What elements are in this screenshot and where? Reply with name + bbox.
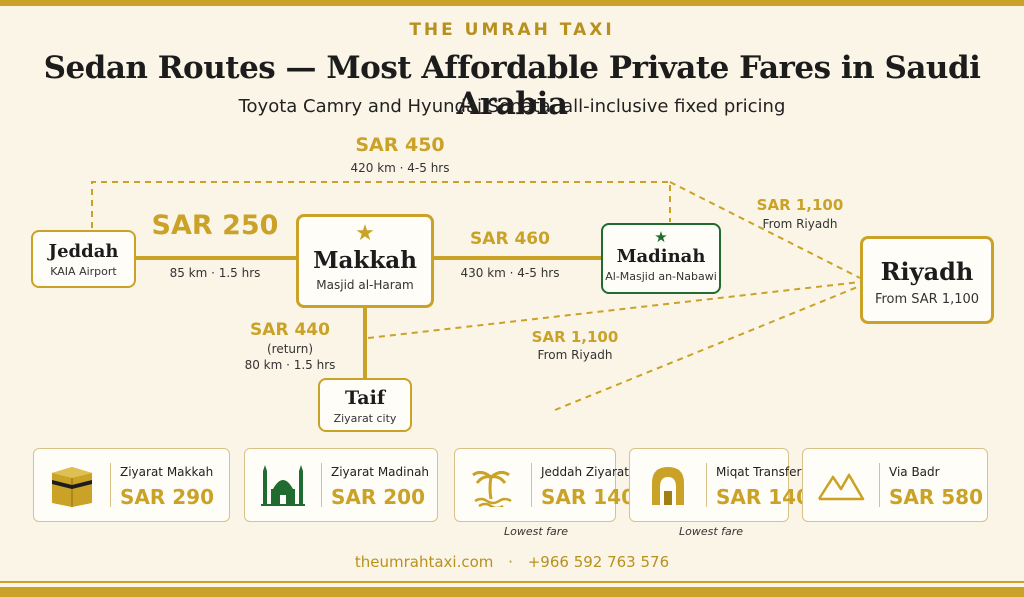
route-detail-riyadh-makkah: From Riyadh xyxy=(537,348,613,362)
mosque-icon xyxy=(261,465,305,506)
card-title: Ziyarat Makkah xyxy=(120,465,214,479)
node-jeddah-sub: KAIA Airport xyxy=(50,265,117,278)
route-line-riyadh-madinah xyxy=(669,181,861,279)
star-icon: ★ xyxy=(654,228,668,246)
route-detail-jeddah-madinah: 420 km · 4-5 hrs xyxy=(350,161,450,175)
package-card-ziyarat-makkah[interactable]: Ziyarat Makkah SAR 290 xyxy=(33,448,230,522)
bottom-accent-bar xyxy=(0,587,1024,597)
package-card-jeddah-ziyarat[interactable]: Jeddah Ziyarat SAR 140 xyxy=(454,448,635,522)
node-makkah: ★ Makkah Masjid al-Haram xyxy=(296,214,434,308)
footer-phone-link[interactable]: +966 592 763 576 xyxy=(527,553,670,571)
lowest-fare-note-miqat: Lowest fare xyxy=(679,525,744,538)
palm-icon xyxy=(472,470,512,507)
card-divider xyxy=(879,463,880,507)
package-card-via-badr[interactable]: Via Badr SAR 580 xyxy=(802,448,988,522)
route-line-jeddah-madinah xyxy=(91,181,671,228)
arch-icon xyxy=(652,467,684,505)
card-title: Jeddah Ziyarat xyxy=(541,465,629,479)
page-subtitle: Toyota Camry and Hyundai Sonata, all-inc… xyxy=(238,96,786,117)
node-jeddah-name: Jeddah xyxy=(48,241,119,262)
node-riyadh-sub: From SAR 1,100 xyxy=(874,292,980,307)
node-madinah: ★ Madinah Al-Masjid an-Nabawi xyxy=(601,223,721,294)
footer-contact: theumrahtaxi.com · +966 592 763 576 xyxy=(0,553,1024,571)
star-icon: ★ xyxy=(355,221,375,246)
node-jeddah: Jeddah KAIA Airport xyxy=(31,230,136,288)
card-price: SAR 580 xyxy=(889,485,983,509)
card-divider xyxy=(110,463,111,507)
card-title: Ziyarat Madinah xyxy=(331,465,430,479)
card-divider xyxy=(706,463,707,507)
card-price: SAR 200 xyxy=(331,485,425,509)
node-taif: Taif Ziyarat city xyxy=(318,378,412,432)
card-price: SAR 140 xyxy=(716,485,810,509)
node-riyadh: Riyadh From SAR 1,100 xyxy=(860,236,994,324)
package-card-miqat-transfer[interactable]: Miqat Transfer SAR 140 xyxy=(629,448,810,522)
card-title: Miqat Transfer xyxy=(716,465,802,479)
node-madinah-name: Madinah xyxy=(616,246,706,267)
route-detail-makkah-madinah: 430 km · 4-5 hrs xyxy=(460,266,560,280)
node-taif-sub: Ziyarat city xyxy=(333,412,397,425)
node-riyadh-name: Riyadh xyxy=(880,257,974,286)
node-taif-name: Taif xyxy=(344,387,386,409)
route-price-makkah-taif: SAR 440 xyxy=(250,320,330,340)
route-note-makkah-taif: (return) xyxy=(266,342,314,356)
lowest-fare-note-jeddah: Lowest fare xyxy=(504,525,569,538)
card-price: SAR 140 xyxy=(541,485,635,509)
node-madinah-sub: Al-Masjid an-Nabawi xyxy=(605,270,717,283)
footer-website-link[interactable]: theumrahtaxi.com xyxy=(354,553,494,571)
footer-separator: · xyxy=(508,553,513,571)
card-divider xyxy=(531,463,532,507)
route-price-riyadh-makkah: SAR 1,100 xyxy=(531,328,619,346)
card-divider xyxy=(321,463,322,507)
route-detail-riyadh-madinah: From Riyadh xyxy=(762,217,838,231)
node-makkah-name: Makkah xyxy=(313,247,417,274)
kaaba-icon xyxy=(52,467,92,507)
route-price-riyadh-madinah: SAR 1,100 xyxy=(756,196,844,214)
card-title: Via Badr xyxy=(889,465,940,479)
node-makkah-sub: Masjid al-Haram xyxy=(316,278,414,292)
route-price-makkah-madinah: SAR 460 xyxy=(470,229,550,249)
top-accent-bar xyxy=(0,0,1024,6)
package-card-ziyarat-madinah[interactable]: Ziyarat Madinah SAR 200 xyxy=(244,448,438,522)
route-price-jeddah-madinah: SAR 450 xyxy=(355,134,445,156)
route-detail-jeddah-makkah: 85 km · 1.5 hrs xyxy=(169,266,261,280)
route-price-jeddah-makkah: SAR 250 xyxy=(151,210,279,241)
card-price: SAR 290 xyxy=(120,485,214,509)
brand-name: THE UMRAH TAXI xyxy=(409,20,615,40)
page-title: Sedan Routes — Most Affordable Private F… xyxy=(43,50,981,122)
mountains-icon xyxy=(817,473,865,501)
bottom-accent-line xyxy=(0,581,1024,583)
route-detail-makkah-taif: 80 km · 1.5 hrs xyxy=(244,358,336,372)
route-line-riyadh-makkah xyxy=(367,281,861,339)
